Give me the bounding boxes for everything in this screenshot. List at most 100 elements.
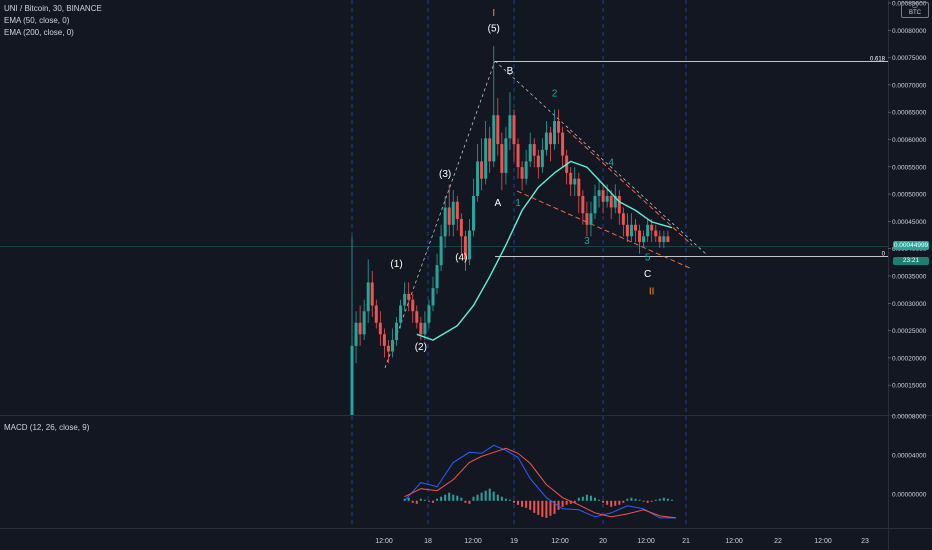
wave-label: C <box>644 269 651 280</box>
candle-body <box>617 195 621 214</box>
candle-body <box>642 236 646 243</box>
candle-body <box>504 138 508 173</box>
candle-body <box>512 115 516 145</box>
symbol-title: UNI / Bitcoin, 30, BINANCE <box>4 4 102 13</box>
candle-body <box>585 213 589 225</box>
currency-badge-label: BTC <box>909 10 921 16</box>
macd-histogram-bar <box>577 497 580 501</box>
channel-upper <box>566 129 693 246</box>
macd-histogram-bar <box>630 497 633 501</box>
candle-body <box>524 161 528 179</box>
time-tick-label: 18 <box>424 538 432 545</box>
macd-histogram-bar <box>646 500 649 503</box>
candle-body <box>666 236 670 243</box>
currency-badge-icon: ▢ <box>912 3 918 9</box>
macd-histogram-bar <box>642 500 645 502</box>
macd-histogram-bar <box>622 500 625 503</box>
macd-histogram-bar <box>423 499 426 501</box>
macd-histogram-bar <box>589 495 592 501</box>
candle-body <box>548 132 552 145</box>
macd-histogram-bar <box>610 500 613 507</box>
candle-body <box>593 195 597 214</box>
macd-histogram-bar <box>432 500 434 503</box>
candle-body <box>589 213 593 225</box>
macd-histogram-bar <box>476 494 479 501</box>
macd-histogram-bar <box>513 500 515 503</box>
price-tick-label: 0.00020000 <box>892 355 927 362</box>
currency-badge[interactable]: ▢ BTC <box>901 2 929 18</box>
candle-body <box>613 195 617 208</box>
candle-body <box>496 115 500 145</box>
candle-body <box>646 224 650 237</box>
candle-body <box>370 282 374 306</box>
correction-trendline <box>494 60 707 255</box>
impulse-trendline <box>384 60 496 369</box>
macd-histogram-bar <box>650 500 653 502</box>
macd-histogram-bar <box>517 500 520 505</box>
time-tick-label: 12:00 <box>814 538 832 545</box>
price-tick-label: 0.00070000 <box>892 82 927 89</box>
macd-histogram-bar <box>618 500 621 505</box>
macd-histogram-bar <box>419 498 422 501</box>
macd-signal-line <box>404 447 677 519</box>
macd-histogram-bar <box>626 498 629 501</box>
candle-body <box>378 322 382 335</box>
candle-body <box>516 144 520 168</box>
price-tick-label: 0.00030000 <box>892 301 927 308</box>
time-tick-label: 12:00 <box>375 538 393 545</box>
wave-label: (4) <box>455 253 467 264</box>
macd-histogram-bar <box>525 500 528 508</box>
macd-histogram-bar <box>484 490 487 501</box>
candle-body <box>577 178 581 196</box>
macd-histogram-bar <box>415 500 418 504</box>
macd-histogram-bar <box>411 500 414 503</box>
macd-histogram-bar <box>594 497 596 501</box>
candle-body <box>358 322 362 335</box>
candle-body <box>557 121 561 133</box>
macd-histogram-bar <box>561 500 564 507</box>
macd-tick-label: 0.00000000 <box>892 492 927 499</box>
fib-level-label: 0 <box>882 252 886 258</box>
macd-histogram-bar <box>662 497 665 501</box>
wave-label: 2 <box>552 88 558 99</box>
candle-body <box>350 345 354 415</box>
candle-body <box>605 195 609 202</box>
macd-histogram-bar <box>545 500 548 518</box>
ema-line <box>416 160 673 341</box>
macd-tick-label: 0.00008000 <box>892 414 927 421</box>
price-tick-label: 0.00035000 <box>892 274 927 281</box>
candle-body <box>362 311 366 335</box>
candle-body <box>472 195 475 231</box>
candle-body <box>650 224 654 231</box>
macd-histogram-bar <box>436 498 439 501</box>
candle-body <box>536 155 540 168</box>
time-tick-label: 23 <box>861 538 869 545</box>
candle-body <box>431 288 435 306</box>
macd-histogram-bar <box>500 496 503 501</box>
macd-histogram-bar <box>606 500 609 505</box>
macd-histogram-bar <box>504 498 507 501</box>
time-tick-label: 12:00 <box>551 538 569 545</box>
candle-body <box>573 178 577 185</box>
macd-histogram-bar <box>581 496 584 501</box>
macd-histogram-bar <box>666 498 669 501</box>
countdown-badge: 23:21 <box>893 257 929 265</box>
macd-histogram-bar <box>480 492 483 501</box>
macd-histogram-bar <box>569 500 572 504</box>
fib-level-label: 0.618 <box>870 57 886 63</box>
macd-histogram-bar <box>448 492 451 501</box>
channel-lower <box>516 190 693 270</box>
candle-body <box>544 132 548 150</box>
candle-body <box>609 195 613 208</box>
macd-histogram-bar <box>533 500 536 513</box>
macd-histogram-bar <box>614 500 617 506</box>
candle-body <box>391 340 394 352</box>
candle-body <box>386 345 390 352</box>
candle-body <box>553 121 556 145</box>
time-tick-label: 12:00 <box>637 538 655 545</box>
candle-body <box>658 236 662 243</box>
macd-tick-label: 0.00004000 <box>892 453 927 460</box>
wave-label: 5 <box>645 253 651 264</box>
candle-body <box>476 161 480 196</box>
